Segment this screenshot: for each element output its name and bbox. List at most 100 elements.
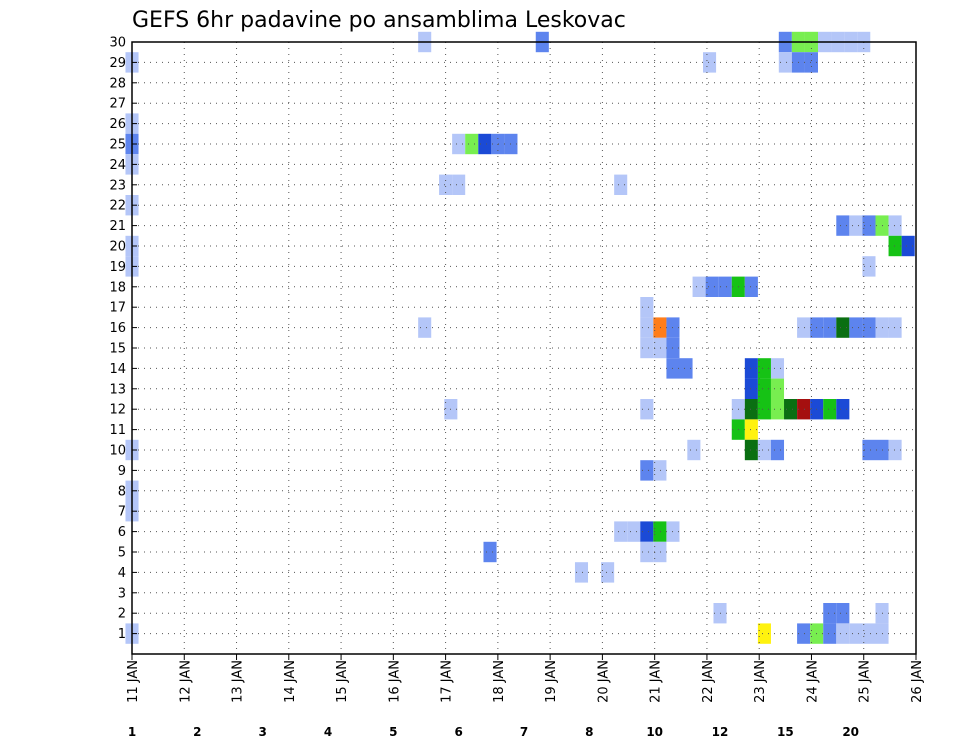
x-tick-label-13: 24 JAN: [805, 660, 820, 703]
y-tick-label-6: 6: [118, 525, 126, 540]
legend-label-10: 10: [646, 725, 663, 739]
precip-cell-member-21-30: [888, 215, 902, 236]
precip-cell-member-9-87: [653, 460, 667, 481]
precip-cell-member-10-79: [757, 439, 771, 461]
precip-cell-member-10-85: [687, 439, 701, 461]
precip-cell-member-1-106: [797, 623, 811, 644]
y-tick-label-24: 24: [109, 158, 126, 173]
x-tick-label-2: 13 JAN: [231, 660, 246, 703]
precip-cell-member-6-91: [627, 521, 641, 542]
x-tick-label-9: 20 JAN: [596, 660, 611, 703]
precip-cell-member-18-40: [744, 276, 758, 297]
x-tick-label-1: 12 JAN: [178, 660, 193, 703]
x-axis: 11 JAN 12 JAN 13 JAN 14 JAN 15 JAN 16 JAN 17 J…: [126, 654, 925, 703]
y-tick-label-21: 21: [109, 219, 126, 234]
precip-cell-member-4-98: [574, 562, 589, 583]
precip-cell-member-1-110: [849, 623, 863, 644]
y-tick-label-22: 22: [109, 199, 126, 214]
y-tick-label-8: 8: [118, 484, 126, 499]
precip-cell-member-14-60: [757, 358, 771, 379]
y-tick-label-19: 19: [109, 260, 126, 275]
y-tick-label-5: 5: [118, 546, 126, 561]
precip-cell-member-25-19: [478, 133, 492, 155]
legend-label-8: 8: [585, 725, 593, 739]
precip-cell-member-12-67: [757, 399, 771, 420]
precip-cell-member-1-108: [823, 623, 837, 644]
legend-label-4: 4: [324, 725, 332, 739]
precip-cell-member-23-22: [439, 174, 453, 195]
precip-cell-member-1-105: [757, 623, 771, 644]
precip-cell-member-14-61: [770, 358, 785, 379]
y-tick-label-1: 1: [118, 627, 126, 642]
precip-cell-member-15-55: [653, 337, 667, 359]
y-axis: 1234567891011121314151617181920212223242…: [109, 36, 137, 642]
legend-label-12: 12: [712, 725, 729, 739]
legend-label-15: 15: [777, 725, 794, 739]
y-tick-label-7: 7: [118, 505, 126, 520]
precip-cell-member-16-48: [823, 317, 837, 338]
precip-cell-member-9-86: [640, 460, 654, 481]
y-tick-label-30: 30: [109, 36, 126, 51]
precip-cell-member-25-17: [452, 133, 466, 155]
precip-cell-member-12-75: [640, 399, 654, 420]
precip-cell-member-25-18: [465, 133, 479, 155]
x-tick-label-0: 11 JAN: [126, 660, 141, 703]
precip-cell-member-14-59: [744, 358, 758, 379]
y-tick-label-3: 3: [118, 586, 126, 601]
x-tick-label-3: 14 JAN: [283, 660, 298, 703]
color-legend: 1 2 3 4 5 6 7 8 10 12 15 20: [128, 725, 859, 739]
y-tick-label-9: 9: [118, 464, 126, 479]
y-tick-label-28: 28: [109, 76, 126, 91]
precip-cell-member-29-11: [778, 52, 792, 73]
legend-label-20: 20: [842, 725, 859, 739]
x-tick-label-8: 19 JAN: [544, 660, 559, 703]
legend-label-3: 3: [258, 725, 266, 739]
precip-cell-member-16-49: [836, 317, 850, 338]
precip-cell-member-19-35: [862, 256, 876, 277]
precip-cell-member-21-26: [836, 215, 850, 236]
precip-cell-member-18-38: [718, 276, 732, 297]
precip-cell-member-18-36: [692, 276, 706, 297]
y-tick-label-18: 18: [109, 280, 126, 295]
precip-cell-member-13-62: [744, 378, 758, 399]
precip-cell-member-12-72: [823, 399, 837, 420]
precip-cell-member-16-51: [862, 317, 876, 338]
y-tick-label-11: 11: [109, 423, 126, 438]
precip-cell-member-16-46: [797, 317, 811, 338]
y-tick-label-20: 20: [109, 240, 126, 255]
precip-cell-member-11-77: [744, 419, 758, 440]
precip-cell-member-16-43: [640, 317, 654, 338]
precip-cell-member-2-101: [836, 603, 850, 624]
x-tick-label-7: 18 JAN: [492, 660, 507, 703]
precip-cell-member-12-69: [784, 399, 798, 420]
y-tick-label-4: 4: [118, 566, 126, 581]
precip-cell-member-12-73: [836, 399, 850, 420]
y-tick-label-16: 16: [109, 321, 126, 336]
precip-cell-member-12-70: [797, 399, 811, 420]
y-tick-label-23: 23: [109, 178, 126, 193]
precip-cell-member-18-37: [705, 276, 719, 297]
y-tick-label-10: 10: [109, 444, 126, 459]
precip-cell-member-4-99: [601, 562, 615, 583]
precip-cell-member-2-100: [823, 603, 837, 624]
x-tick-label-12: 23 JAN: [753, 660, 768, 703]
y-tick-label-27: 27: [109, 97, 126, 112]
legend-label-5: 5: [389, 725, 397, 739]
precip-cell-member-1-109: [836, 623, 850, 644]
grid-lines: [132, 42, 916, 654]
precip-cell-member-21-28: [862, 215, 876, 236]
precip-cell-member-12-66: [744, 399, 758, 420]
y-tick-label-26: 26: [109, 117, 126, 132]
precip-cell-member-21-27: [849, 215, 863, 236]
precip-cell-member-13-63: [757, 378, 771, 399]
precip-cell-member-17-41: [640, 297, 654, 318]
precip-cell-member-5-95: [483, 541, 497, 563]
precip-cell-member-14-58: [679, 358, 693, 379]
x-tick-label-6: 17 JAN: [440, 660, 455, 703]
precip-cell-member-12-68: [770, 399, 785, 420]
x-tick-label-15: 26 JAN: [910, 660, 925, 703]
precip-cell-member-5-97: [653, 541, 667, 563]
precip-cell-member-16-44: [653, 317, 667, 338]
legend-label-7: 7: [520, 725, 528, 739]
